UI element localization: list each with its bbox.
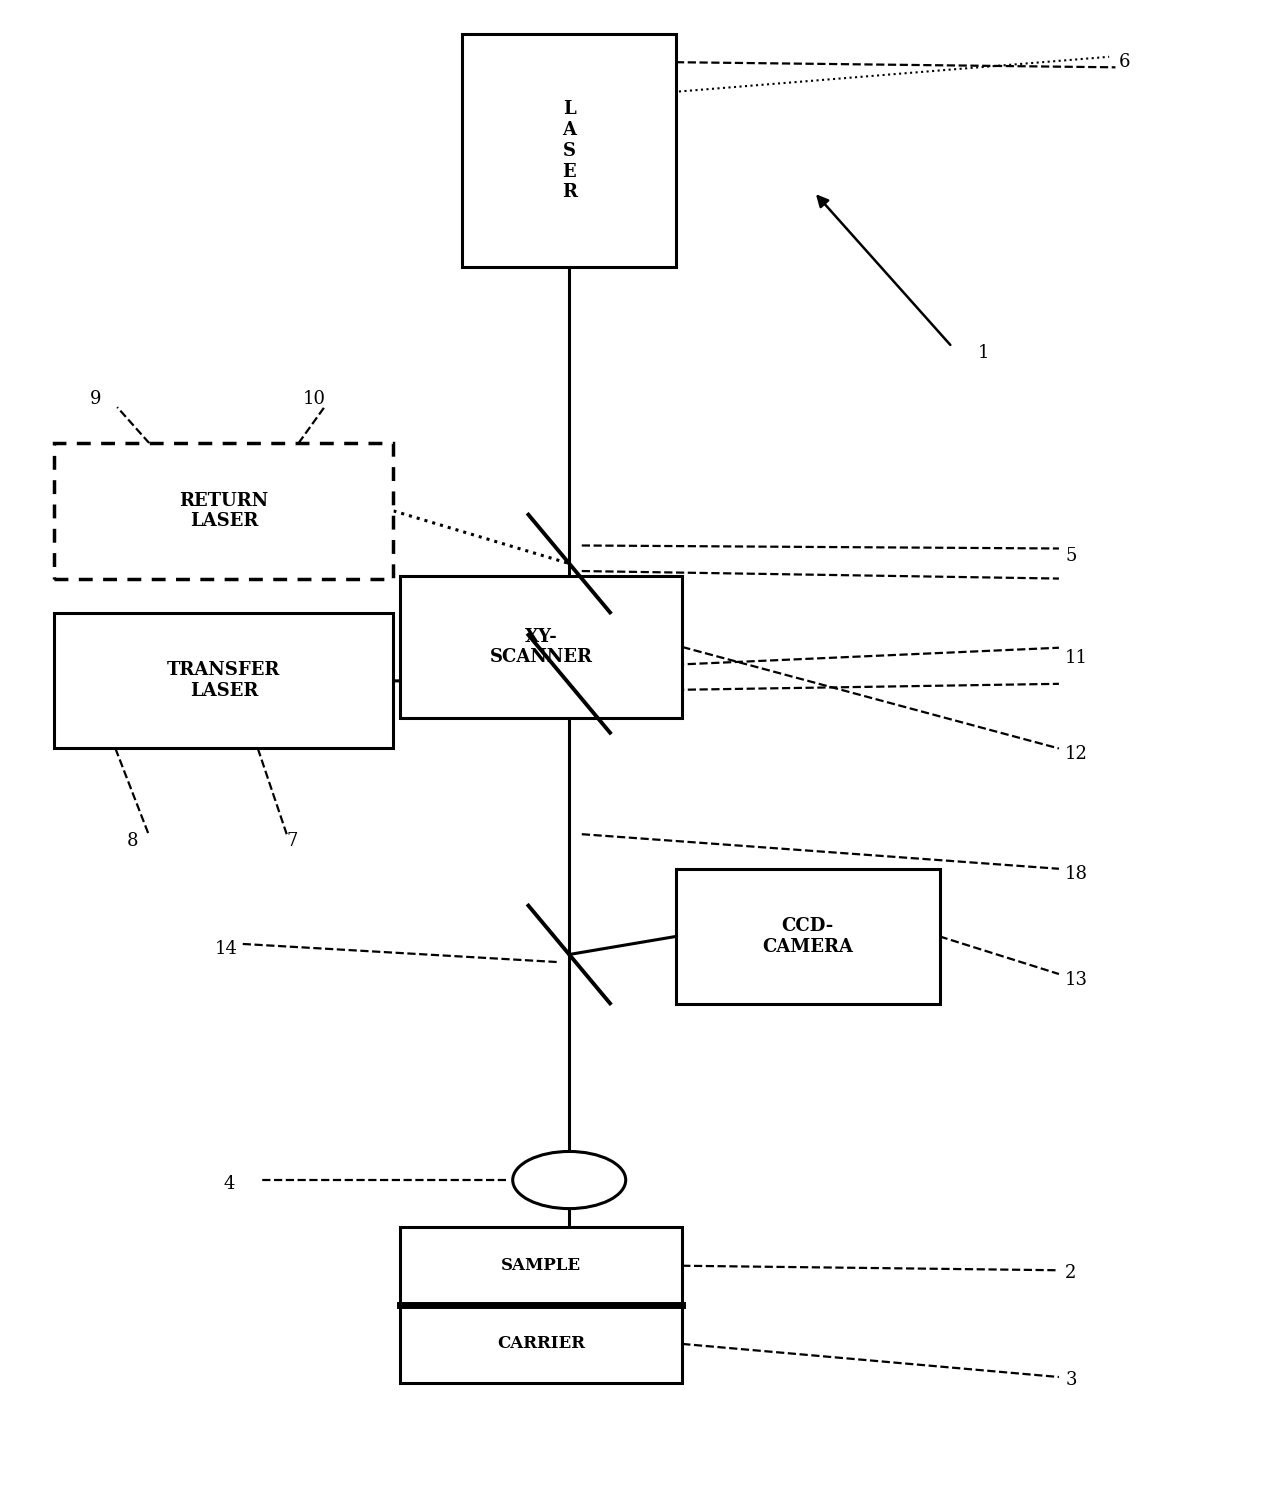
Text: CCD-
CAMERA: CCD- CAMERA <box>762 918 853 956</box>
Text: TRANSFER
LASER: TRANSFER LASER <box>167 661 281 700</box>
FancyBboxPatch shape <box>399 1305 683 1383</box>
Text: 2: 2 <box>1066 1264 1077 1282</box>
Text: 12: 12 <box>1066 745 1088 764</box>
Ellipse shape <box>513 1152 626 1208</box>
Text: 9: 9 <box>90 390 101 408</box>
Text: CARRIER: CARRIER <box>497 1335 585 1352</box>
Text: 1: 1 <box>977 343 988 361</box>
Text: 6: 6 <box>1119 53 1131 71</box>
FancyBboxPatch shape <box>54 614 393 748</box>
Text: RETURN
LASER: RETURN LASER <box>179 491 268 531</box>
Text: 5: 5 <box>1066 546 1077 564</box>
Text: 18: 18 <box>1066 865 1088 883</box>
Text: 14: 14 <box>215 940 238 959</box>
Text: 8: 8 <box>128 832 139 850</box>
Text: L
A
S
E
R: L A S E R <box>561 100 576 201</box>
Text: XY-
SCANNER: XY- SCANNER <box>489 627 593 667</box>
Text: 3: 3 <box>1066 1370 1077 1388</box>
FancyBboxPatch shape <box>676 869 939 1004</box>
Text: 10: 10 <box>303 390 326 408</box>
Text: 11: 11 <box>1066 649 1088 667</box>
Text: SAMPLE: SAMPLE <box>501 1258 581 1275</box>
FancyBboxPatch shape <box>399 576 683 718</box>
Text: 4: 4 <box>224 1175 235 1193</box>
Text: 13: 13 <box>1066 971 1088 989</box>
FancyBboxPatch shape <box>54 443 393 579</box>
Text: 7: 7 <box>287 832 298 850</box>
FancyBboxPatch shape <box>463 35 676 268</box>
FancyBboxPatch shape <box>399 1226 683 1305</box>
